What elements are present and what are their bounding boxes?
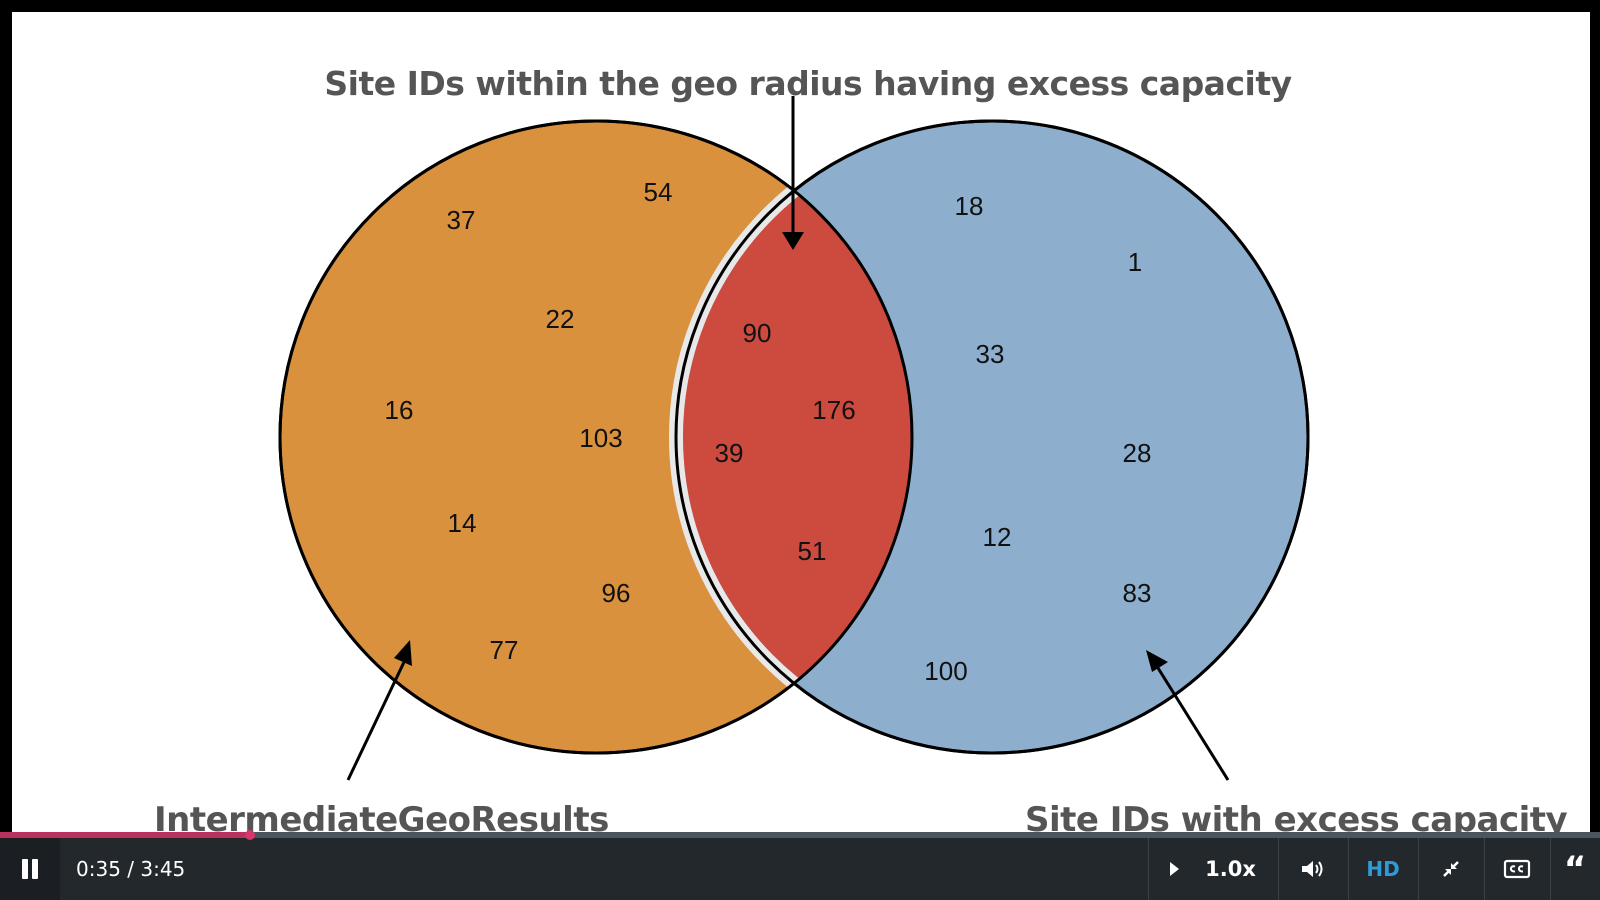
pause-button[interactable] [0, 838, 60, 900]
intersection-id: 39 [715, 438, 744, 468]
time-display: 0:35 / 3:45 [76, 857, 186, 881]
left-id: 37 [447, 205, 476, 235]
player-controls: 0:35 / 3:45 1.0x HD “ [0, 830, 1600, 900]
quote-icon: “ [1563, 849, 1587, 889]
left-id: 77 [490, 635, 519, 665]
right-id: 12 [983, 522, 1012, 552]
right-id: 83 [1123, 578, 1152, 608]
intersection-id: 51 [798, 536, 827, 566]
left-id: 54 [644, 177, 673, 207]
speaker-icon [1302, 861, 1323, 877]
left-id: 96 [602, 578, 631, 608]
speed-label: 1.0x [1205, 857, 1256, 881]
progress-scrubber[interactable] [244, 830, 255, 840]
right-id: 1 [1128, 247, 1142, 277]
intersection-id: 176 [812, 395, 855, 425]
transcript-button[interactable]: “ [1550, 838, 1600, 900]
playback-speed-button[interactable]: 1.0x [1148, 838, 1278, 900]
right-id: 18 [955, 191, 984, 221]
title-arrow-head [782, 232, 804, 250]
left-label-arrow [346, 659, 407, 781]
closed-captions-button[interactable] [1484, 838, 1550, 900]
play-triangle-icon [1170, 862, 1180, 876]
video-frame[interactable]: 37 54 22 16 103 14 96 77 90 176 39 51 18… [12, 12, 1590, 832]
right-set-label: Site IDs with excess capacity [1025, 800, 1568, 832]
left-id: 103 [579, 423, 622, 453]
venn-diagram: 37 54 22 16 103 14 96 77 90 176 39 51 18… [278, 96, 1310, 781]
closed-captions-icon [1503, 859, 1531, 879]
quality-button[interactable]: HD [1366, 857, 1400, 881]
right-id: 100 [924, 656, 967, 686]
right-label-arrow-head [1146, 650, 1168, 672]
progress-bar[interactable] [0, 830, 1600, 840]
left-id: 16 [385, 395, 414, 425]
pause-icon [20, 859, 40, 879]
right-label-arrow [1156, 667, 1230, 781]
left-id: 22 [546, 304, 575, 334]
exit-fullscreen-button[interactable] [1418, 838, 1484, 900]
left-set-label: IntermediateGeoResults [154, 800, 609, 832]
volume-button[interactable] [1278, 838, 1348, 900]
progress-fill [0, 832, 250, 838]
left-id: 14 [448, 508, 477, 538]
right-id: 28 [1123, 438, 1152, 468]
left-label-arrow-head [394, 640, 412, 666]
exit-fullscreen-icon [1443, 861, 1459, 877]
right-id: 33 [976, 339, 1005, 369]
intersection-region [683, 128, 912, 746]
intersection-id: 90 [743, 318, 772, 348]
slide-title: Site IDs within the geo radius having ex… [324, 64, 1292, 103]
right-set-edge [674, 119, 1310, 755]
left-set-edge [278, 119, 914, 755]
